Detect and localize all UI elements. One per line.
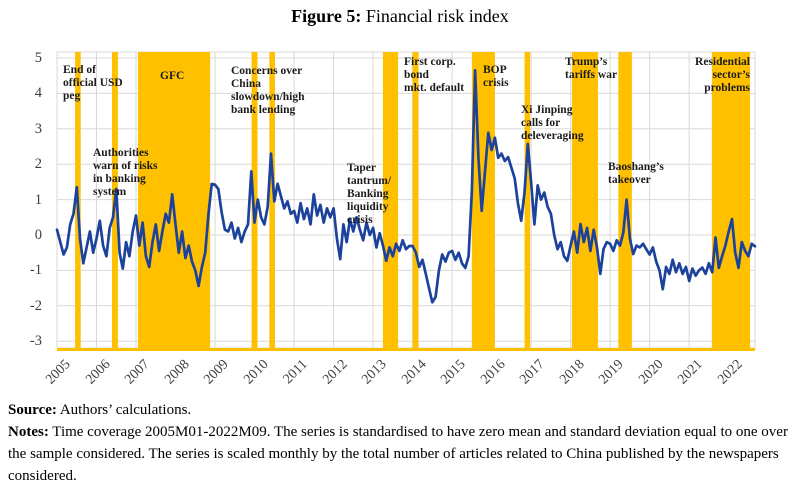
- chart: 5 4 3 2 1 0 -1 -2 -3 2005 2006 2007 2008 2009 2010 2011…: [29, 50, 757, 387]
- source-label: Source:: [8, 402, 57, 418]
- corp-bond-default-label: First corp. bond mkt. default: [404, 56, 465, 94]
- figure-number: Figure 5:: [291, 6, 362, 26]
- figure-title: Figure 5: Financial risk index: [0, 6, 800, 27]
- y-axis-label: 2: [34, 156, 42, 173]
- china-concerns-band-1: [251, 52, 258, 348]
- y-axis-label: 3: [34, 120, 42, 137]
- y-axis-label: -2: [29, 297, 42, 314]
- trump-tariffs-label: Trump’s tariffs war: [565, 56, 618, 81]
- bop-crisis-label: BOP crisis: [483, 64, 509, 89]
- baoshang-band: [618, 52, 632, 348]
- deleveraging-band: [524, 52, 531, 348]
- chart-footer: Source: Authors’ calculations. Notes: Ti…: [8, 399, 794, 487]
- y-axis-label: 5: [34, 50, 42, 66]
- taper-tantrum-band: [382, 52, 399, 348]
- residential-band: [711, 52, 751, 348]
- gfc-label: GFC: [160, 70, 185, 82]
- y-axis-label: 1: [34, 191, 42, 208]
- tariffs-war-band: [571, 52, 598, 348]
- corp-bond-default-band: [412, 52, 419, 348]
- risk-index-chart-svg: [55, 51, 757, 351]
- y-axis-label: 0: [34, 227, 42, 243]
- risk-index-line: [55, 69, 757, 304]
- baoshang-takeover-label: Baoshang’s takeover: [608, 161, 664, 186]
- notes-line: Notes: Time coverage 2005M01-2022M09. Th…: [8, 421, 794, 487]
- source-line: Source: Authors’ calculations.: [8, 399, 794, 421]
- authorities-warning-label: Authorities warn of risks in banking sys…: [93, 147, 158, 198]
- y-axis-label: -3: [29, 333, 42, 350]
- usd-peg-label: End of official USD peg: [63, 64, 123, 102]
- notes-text: Time coverage 2005M01-2022M09. The serie…: [8, 424, 788, 484]
- y-axis-label: 4: [34, 85, 42, 102]
- china-concerns-label: Concerns over China slowdown/high bank l…: [231, 65, 305, 116]
- residential-label: Residential sector’s problems: [695, 56, 750, 94]
- notes-label: Notes:: [8, 424, 49, 440]
- figure-title-text: Financial risk index: [361, 6, 509, 26]
- taper-tantrum-label: Taper tantrum/ Banking liquidity crisis: [347, 162, 392, 226]
- source-text: Authors’ calculations.: [56, 402, 192, 418]
- xi-deleveraging-label: Xi Jinping calls for deleveraging: [521, 104, 584, 142]
- china-concerns-band-2: [269, 52, 275, 348]
- y-axis-label: -1: [29, 262, 42, 279]
